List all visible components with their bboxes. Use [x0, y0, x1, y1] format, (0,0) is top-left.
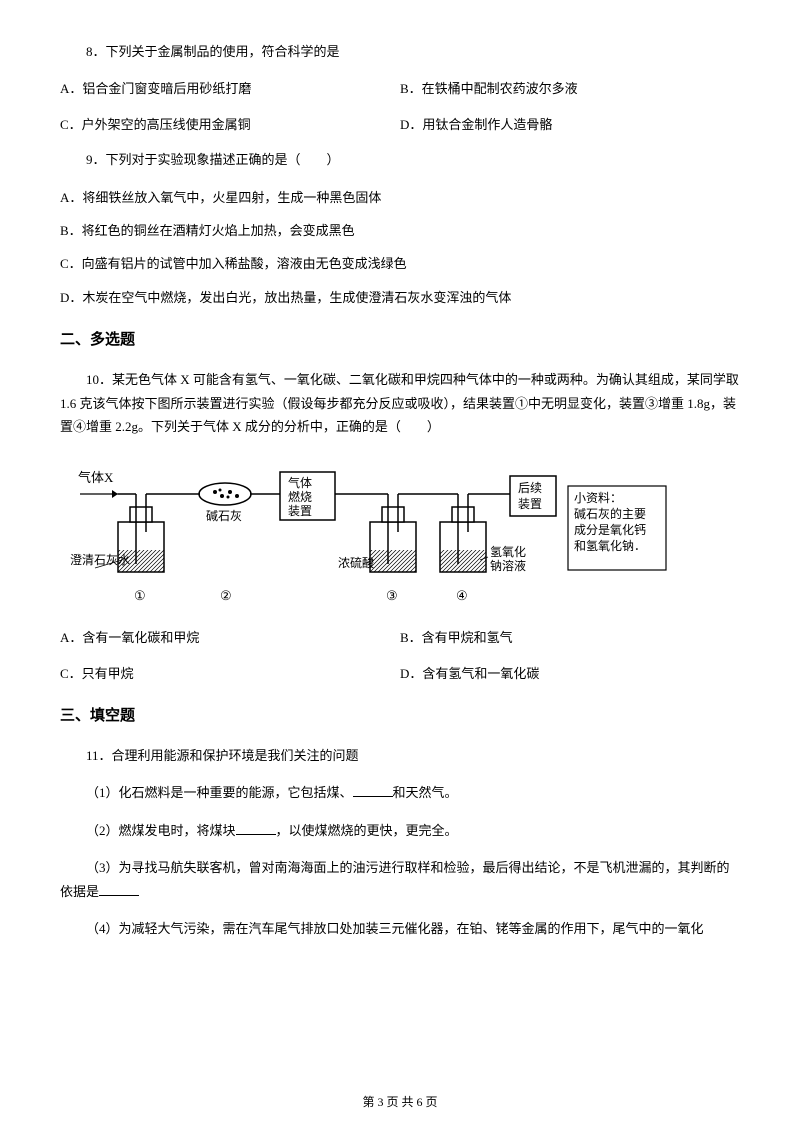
svg-text:小资料：: 小资料： [574, 491, 622, 505]
svg-text:成分是氧化钙: 成分是氧化钙 [574, 523, 646, 537]
svg-text:装置: 装置 [518, 497, 542, 511]
blank-3 [99, 895, 139, 896]
q11-p3a: （3）为寻找马航失联客机，曾对南海海面上的油污进行取样和检验，最后得出结论，不是… [60, 860, 730, 898]
q11-p1b: 和天然气。 [393, 785, 458, 800]
svg-text:碱石灰的主要: 碱石灰的主要 [574, 506, 646, 521]
q11-p2b: ，以使煤燃烧的更快，更完全。 [276, 823, 458, 838]
info-box: 小资料： 碱石灰的主要 成分是氧化钙 和氢氧化钠． [568, 486, 666, 570]
section3-title: 三、填空题 [60, 703, 740, 730]
svg-text:装置: 装置 [288, 504, 312, 518]
label-num3: ③ [386, 588, 398, 603]
q10-d: D．含有氢气和一氧化碳 [400, 662, 740, 685]
label-h2so4: 浓硫酸 [338, 555, 374, 570]
q11-stem: 11．合理利用能源和保护环境是我们关注的问题 [60, 744, 740, 767]
q9-c: C．向盛有铝片的试管中加入稀盐酸，溶液由无色变成浅绿色 [60, 252, 740, 275]
blank-2 [236, 834, 276, 835]
svg-text:钠溶液: 钠溶液 [490, 558, 526, 573]
label-soda: 碱石灰 [206, 509, 242, 523]
q11-p1: （1）化石燃料是一种重要的能源，它包括煤、 和天然气。 [60, 781, 740, 804]
label-flask1: 澄清石灰水 [70, 552, 130, 567]
label-num4: ④ [456, 588, 468, 603]
q8-d: D．用钛合金制作人造骨骼 [400, 113, 740, 136]
q10-a: A．含有一氧化碳和甲烷 [60, 626, 400, 649]
q9-d: D．木炭在空气中燃烧，发出白光，放出热量，生成使澄清石灰水变浑浊的气体 [60, 286, 740, 309]
section2-title: 二、多选题 [60, 327, 740, 354]
q11-p1a: （1）化石燃料是一种重要的能源，它包括煤、 [86, 785, 353, 800]
q10-stem: 10．某无色气体 X 可能含有氢气、一氧化碳、二氧化碳和甲烷四种气体中的一种或两… [60, 368, 740, 438]
q11-p2a: （2）燃煤发电时，将煤块 [86, 823, 236, 838]
apparatus-diagram: 气体X 澄清石灰水 ① 碱石灰 ② 气体 燃烧 装置 [60, 452, 740, 612]
svg-text:气体: 气体 [288, 475, 312, 490]
label-num1: ① [134, 588, 146, 603]
svg-text:后续: 后续 [518, 481, 542, 495]
combustion-box: 气体 燃烧 装置 [280, 472, 370, 520]
page-footer: 第 3 页 共 6 页 [0, 1092, 800, 1114]
q8-b: B．在铁桶中配制农药波尔多液 [400, 77, 740, 100]
drying-tube [190, 483, 280, 505]
q10-row2: C．只有甲烷 D．含有氢气和一氧化碳 [60, 662, 740, 685]
q8-row1: A．铝合金门窗变暗后用砂纸打磨 B．在铁桶中配制农药波尔多液 [60, 77, 740, 100]
q10-b: B．含有甲烷和氢气 [400, 626, 740, 649]
svg-text:氢氧化: 氢氧化 [490, 544, 526, 559]
next-box: 后续 装置 [510, 476, 556, 516]
q11-p3: （3）为寻找马航失联客机，曾对南海海面上的油污进行取样和检验，最后得出结论，不是… [60, 856, 740, 903]
flask-3 [370, 494, 440, 572]
q9-a: A．将细铁丝放入氧气中，火星四射，生成一种黑色固体 [60, 186, 740, 209]
blank-1 [353, 796, 393, 797]
q10-c: C．只有甲烷 [60, 662, 400, 685]
label-num2: ② [220, 588, 232, 603]
q8-row2: C．户外架空的高压线使用金属铜 D．用钛合金制作人造骨骼 [60, 113, 740, 136]
q8-c: C．户外架空的高压线使用金属铜 [60, 113, 400, 136]
svg-text:和氢氧化钠．: 和氢氧化钠． [574, 538, 646, 553]
q11-p2: （2）燃煤发电时，将煤块 ，以使煤燃烧的更快，更完全。 [60, 819, 740, 842]
q10-row1: A．含有一氧化碳和甲烷 B．含有甲烷和氢气 [60, 626, 740, 649]
svg-text:燃烧: 燃烧 [288, 489, 312, 504]
q8-a: A．铝合金门窗变暗后用砂纸打磨 [60, 77, 400, 100]
q11-p4: （4）为减轻大气污染，需在汽车尾气排放口处加装三元催化器，在铂、铑等金属的作用下… [60, 917, 740, 940]
q9-stem: 9．下列对于实验现象描述正确的是（ ） [60, 148, 740, 171]
q8-stem: 8．下列关于金属制品的使用，符合科学的是 [60, 40, 740, 63]
label-gasX: 气体X [78, 470, 114, 485]
q9-b: B．将红色的铜丝在酒精灯火焰上加热，会变成黑色 [60, 219, 740, 242]
